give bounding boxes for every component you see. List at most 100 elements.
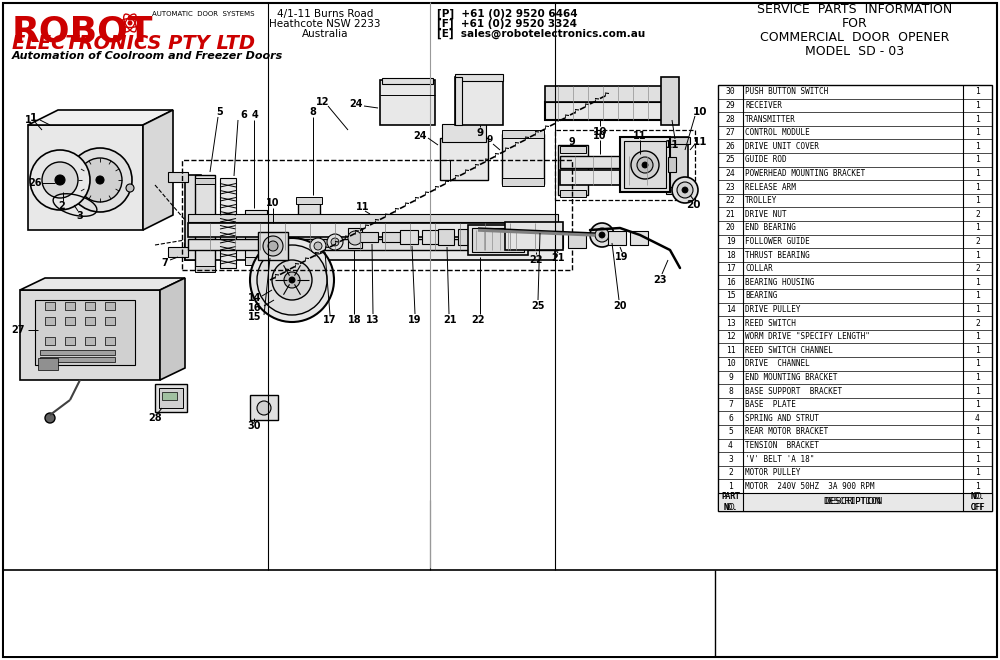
- Circle shape: [682, 187, 688, 193]
- Bar: [624, 141, 666, 188]
- Text: 4: 4: [252, 110, 258, 120]
- Text: REAR MOTOR BRACKET: REAR MOTOR BRACKET: [745, 427, 828, 436]
- Text: DRIVE NUT: DRIVE NUT: [745, 210, 787, 218]
- Text: MOTOR PULLEY: MOTOR PULLEY: [745, 468, 800, 477]
- Bar: [438, 229, 454, 245]
- Text: 10: 10: [593, 131, 607, 141]
- Circle shape: [257, 245, 327, 315]
- Bar: [40, 357, 115, 362]
- Bar: [38, 358, 58, 370]
- Text: 12: 12: [316, 97, 330, 107]
- Text: 2: 2: [975, 319, 980, 327]
- Text: 9: 9: [569, 137, 575, 147]
- Bar: [85, 302, 95, 310]
- Bar: [502, 134, 544, 184]
- Text: 11: 11: [693, 137, 707, 147]
- Text: 9: 9: [476, 128, 484, 138]
- Text: 1: 1: [975, 196, 980, 205]
- Circle shape: [68, 148, 132, 212]
- Bar: [668, 137, 688, 192]
- Text: Australia: Australia: [302, 29, 348, 39]
- Text: 4/1-11 Burns Road: 4/1-11 Burns Road: [277, 9, 373, 19]
- Text: 1: 1: [975, 278, 980, 286]
- Bar: [440, 138, 488, 180]
- Bar: [85, 337, 95, 345]
- Circle shape: [331, 238, 339, 246]
- Circle shape: [310, 238, 326, 254]
- Bar: [545, 232, 563, 248]
- Circle shape: [250, 238, 334, 322]
- Text: 7: 7: [728, 400, 733, 409]
- Text: 19: 19: [615, 252, 629, 262]
- Text: END MOUNTING BRACKET: END MOUNTING BRACKET: [745, 373, 838, 382]
- Text: 28: 28: [726, 114, 735, 123]
- Bar: [185, 244, 555, 260]
- Bar: [400, 230, 418, 244]
- Text: Automation of Coolroom and Freezer Doors: Automation of Coolroom and Freezer Doors: [12, 51, 283, 61]
- Text: BEARING HOUSING: BEARING HOUSING: [745, 278, 814, 286]
- Bar: [472, 228, 524, 252]
- Circle shape: [642, 162, 648, 168]
- Text: 1: 1: [975, 101, 980, 110]
- Bar: [45, 317, 55, 325]
- Bar: [666, 137, 690, 144]
- Text: 1: 1: [975, 441, 980, 450]
- Text: 1: 1: [975, 128, 980, 137]
- Text: 10: 10: [693, 107, 707, 117]
- Text: 26: 26: [28, 178, 42, 188]
- Bar: [182, 160, 572, 270]
- Text: 28: 28: [148, 413, 162, 423]
- Text: 1: 1: [728, 482, 733, 490]
- Text: 2: 2: [59, 201, 65, 211]
- Bar: [568, 232, 586, 248]
- Circle shape: [96, 176, 104, 184]
- Text: 6: 6: [241, 110, 247, 120]
- Text: 21: 21: [726, 210, 735, 218]
- Bar: [661, 77, 679, 125]
- Polygon shape: [143, 110, 173, 230]
- Text: 20: 20: [686, 200, 700, 210]
- Text: 15: 15: [726, 291, 735, 300]
- Bar: [560, 146, 586, 153]
- Text: 25: 25: [531, 301, 545, 311]
- Text: 22: 22: [726, 196, 735, 205]
- Text: 1: 1: [975, 114, 980, 123]
- Text: THRUST BEARING: THRUST BEARING: [745, 251, 810, 259]
- Bar: [502, 130, 544, 138]
- Text: POWERHEAD MOUNTING BRACKET: POWERHEAD MOUNTING BRACKET: [745, 169, 865, 178]
- Text: 1: 1: [975, 373, 980, 382]
- Bar: [298, 200, 320, 270]
- Circle shape: [268, 241, 278, 251]
- Text: 27: 27: [11, 325, 25, 335]
- Text: DRIVE UNIT COVER: DRIVE UNIT COVER: [745, 142, 819, 150]
- Circle shape: [257, 401, 271, 415]
- Text: 13: 13: [726, 319, 735, 327]
- Text: 2: 2: [975, 210, 980, 218]
- Bar: [668, 157, 676, 172]
- Bar: [296, 265, 322, 272]
- Text: MOTOR  240V 50HZ  3A 900 RPM: MOTOR 240V 50HZ 3A 900 RPM: [745, 482, 874, 490]
- Text: 3: 3: [728, 455, 733, 463]
- Circle shape: [314, 242, 322, 250]
- Text: 20: 20: [613, 301, 627, 311]
- Text: 15: 15: [248, 312, 262, 322]
- Text: SPRING AND STRUT: SPRING AND STRUT: [745, 414, 819, 422]
- Text: PART
NO.: PART NO.: [721, 492, 740, 512]
- Bar: [155, 384, 187, 412]
- Text: 11: 11: [665, 140, 679, 150]
- Text: COMMERCIAL  DOOR  OPENER: COMMERCIAL DOOR OPENER: [760, 31, 950, 44]
- Text: 1: 1: [975, 482, 980, 490]
- Text: SERVICE  PARTS  INFORMATION: SERVICE PARTS INFORMATION: [757, 3, 953, 16]
- Bar: [545, 102, 663, 120]
- Bar: [4, 572, 714, 656]
- Text: 18: 18: [348, 315, 362, 325]
- Bar: [630, 231, 648, 245]
- Text: 1: 1: [975, 183, 980, 191]
- Bar: [380, 80, 435, 125]
- Text: FOLLOWER GUIDE: FOLLOWER GUIDE: [745, 237, 810, 246]
- Text: TRANSMITTER: TRANSMITTER: [745, 114, 796, 123]
- Text: 1: 1: [975, 142, 980, 150]
- Circle shape: [55, 175, 65, 185]
- Bar: [455, 74, 503, 81]
- Text: AUTOMATIC  DOOR  SYSTEMS: AUTOMATIC DOOR SYSTEMS: [152, 11, 254, 17]
